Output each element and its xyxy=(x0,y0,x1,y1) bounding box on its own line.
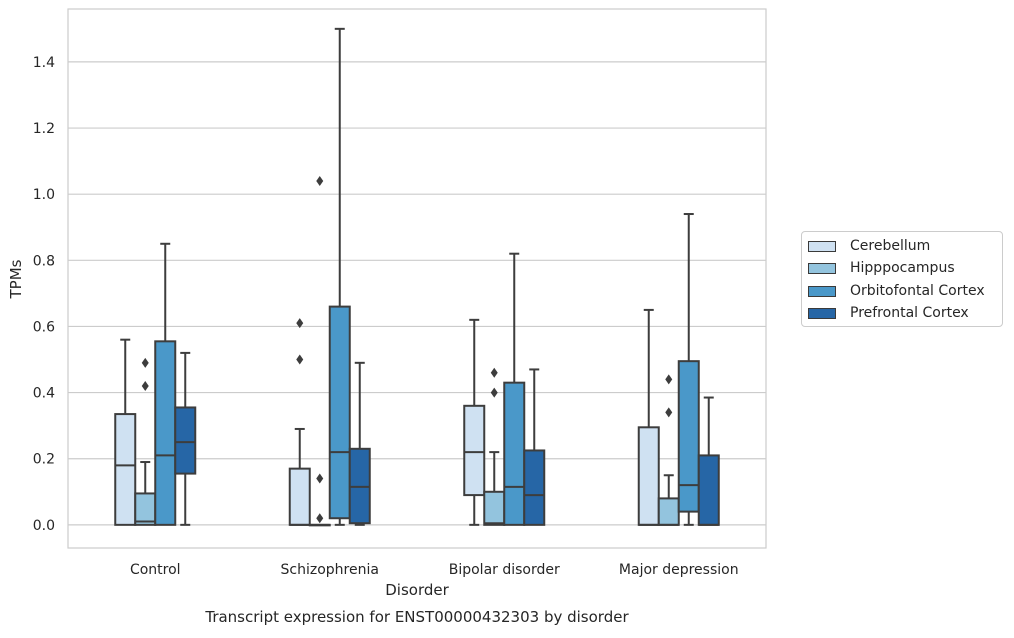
legend-item-hippocampus: Hipppocampus xyxy=(808,259,955,277)
legend-item-prefrontal: Prefrontal Cortex xyxy=(808,304,969,322)
box-2-3 xyxy=(677,213,700,526)
outlier-point-0 xyxy=(296,354,304,365)
outlier-point-1 xyxy=(296,318,304,329)
box-body xyxy=(174,406,197,475)
x-tick-label-1: Schizophrenia xyxy=(281,562,379,578)
box-3-1 xyxy=(348,361,371,526)
x-tick-labels: Control Schizophrenia Bipolar disorder Majo… xyxy=(130,562,739,578)
box-1-1 xyxy=(308,175,331,527)
box-body xyxy=(114,413,137,526)
box-1-2 xyxy=(483,367,506,526)
legend-label-prefrontal: Prefrontal Cortex xyxy=(850,305,969,321)
legend-swatch-hippocampus xyxy=(808,262,836,274)
box-body xyxy=(697,454,720,526)
box-0-0 xyxy=(114,338,137,526)
outlier-point-0 xyxy=(141,380,149,391)
x-tick-label-3: Major depression xyxy=(619,562,739,578)
legend-swatch-cerebellum xyxy=(808,240,836,252)
box-body xyxy=(503,381,526,526)
legend-label-cerebellum: Cerebellum xyxy=(850,238,931,254)
legend-swatch-orbitofrontal xyxy=(808,285,836,297)
outlier-point-1 xyxy=(665,374,673,385)
legend-swatch-prefrontal xyxy=(808,307,836,319)
box-1-0 xyxy=(134,357,157,526)
box-2-1 xyxy=(328,27,351,526)
y-tick-label-3: 0.6 xyxy=(33,319,55,335)
box-0-3 xyxy=(637,308,660,526)
box-3-2 xyxy=(523,368,546,526)
box-body xyxy=(463,404,486,497)
box-body xyxy=(657,497,680,526)
box-body xyxy=(637,426,660,526)
y-tick-labels: 0.0 0.2 0.4 0.6 0.8 1.0 1.2 1.4 xyxy=(33,55,55,534)
box-body xyxy=(154,340,177,526)
legend: Cerebellum Hipppocampus Orbitofontal Cor… xyxy=(801,231,1003,327)
x-tick-label-2: Bipolar disorder xyxy=(449,562,560,578)
y-tick-label-7: 1.4 xyxy=(33,55,55,71)
y-tick-label-2: 0.4 xyxy=(33,386,55,402)
y-tick-label-6: 1.2 xyxy=(33,121,55,137)
box-3-0 xyxy=(174,351,197,526)
outlier-point-0 xyxy=(316,513,324,524)
box-3-3 xyxy=(697,396,720,526)
box-body xyxy=(523,449,546,526)
legend-item-orbitofrontal: Orbitofontal Cortex xyxy=(808,282,985,300)
outlier-point-0 xyxy=(490,387,498,398)
boxes xyxy=(114,27,720,527)
legend-item-cerebellum: Cerebellum xyxy=(808,237,930,255)
outlier-point-1 xyxy=(490,367,498,378)
outlier-point-2 xyxy=(316,175,324,186)
outlier-point-0 xyxy=(665,407,673,418)
box-body xyxy=(134,492,157,526)
x-tick-label-0: Control xyxy=(130,562,181,578)
box-2-2 xyxy=(503,252,526,526)
box-body xyxy=(677,360,700,513)
box-body xyxy=(328,305,351,520)
y-tick-label-5: 1.0 xyxy=(33,187,55,203)
y-axis-label: TPMs xyxy=(7,259,25,299)
legend-label-orbitofrontal: Orbitofontal Cortex xyxy=(850,283,985,299)
x-axis-label: Disorder xyxy=(385,581,449,599)
y-tick-label-4: 0.8 xyxy=(33,253,55,269)
legend-label-hippocampus: Hipppocampus xyxy=(850,260,955,276)
box-0-1 xyxy=(288,318,311,526)
box-0-2 xyxy=(463,318,486,526)
outlier-point-1 xyxy=(316,473,324,484)
box-body xyxy=(288,467,311,526)
y-tick-label-1: 0.2 xyxy=(33,452,55,468)
outlier-point-1 xyxy=(141,357,149,368)
y-tick-label-0: 0.0 xyxy=(33,518,55,534)
box-body xyxy=(483,490,506,526)
chart-title: Transcript expression for ENST0000043230… xyxy=(204,608,629,626)
